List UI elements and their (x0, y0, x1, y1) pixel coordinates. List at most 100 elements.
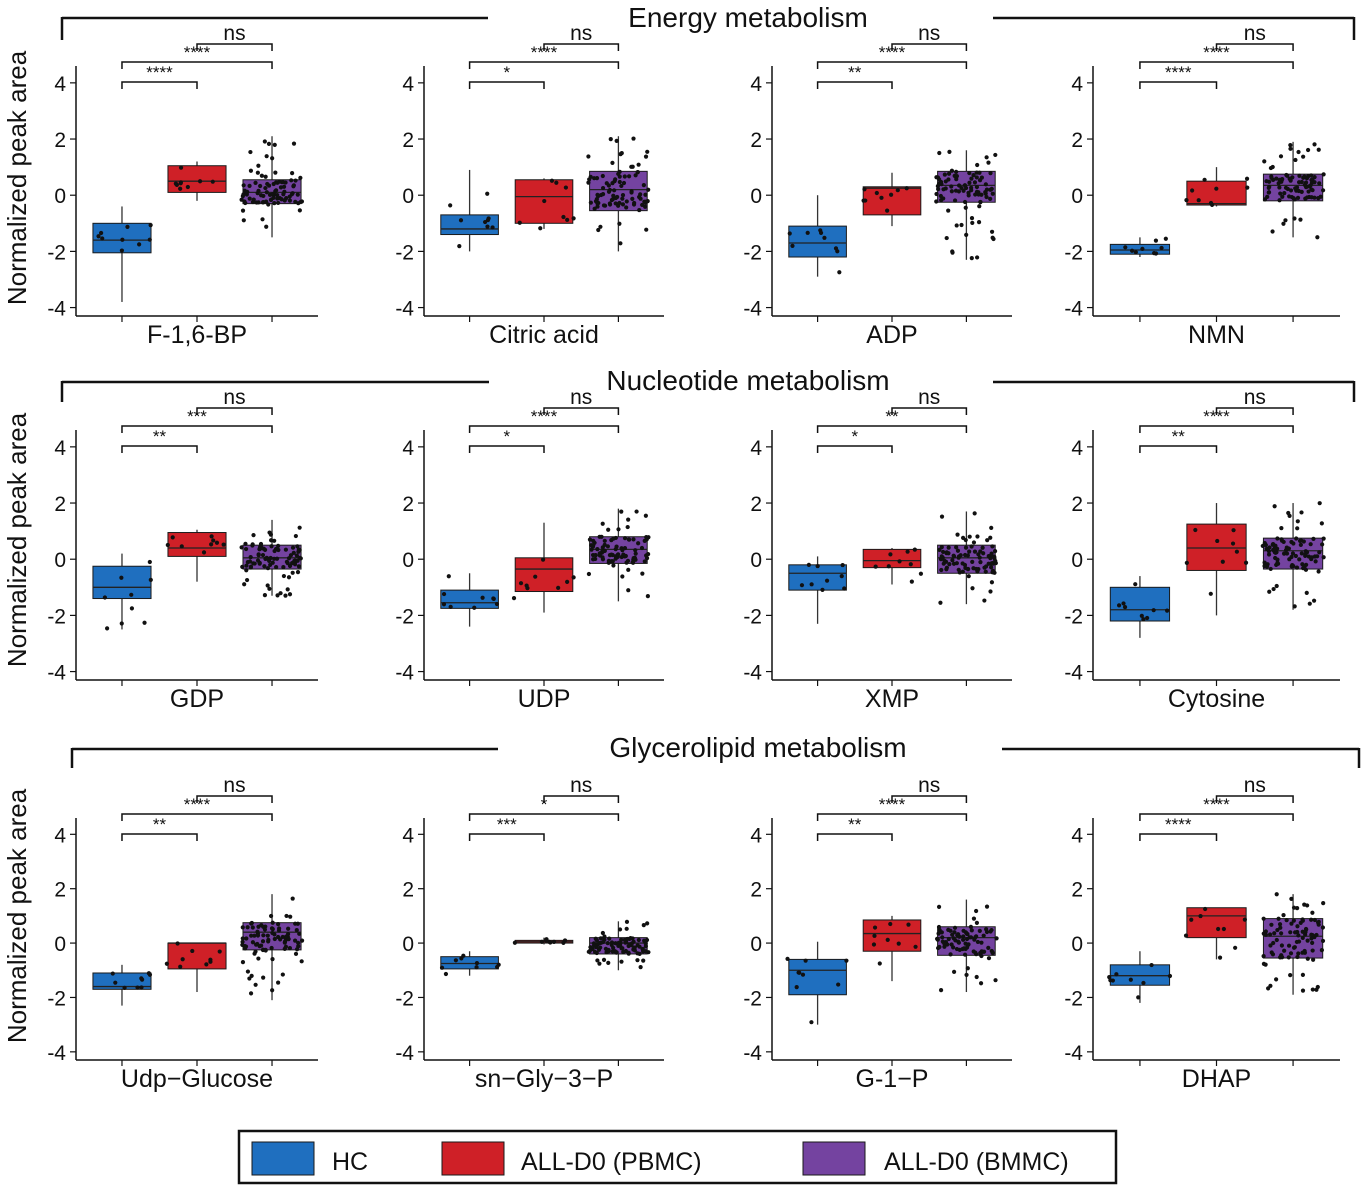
data-point (272, 201, 277, 206)
data-point (979, 175, 984, 180)
data-point (1189, 917, 1194, 922)
data-point (1310, 177, 1315, 182)
data-point (459, 956, 464, 961)
data-point (800, 972, 806, 977)
data-point (1133, 582, 1138, 587)
data-point (957, 947, 962, 952)
data-point (209, 542, 214, 547)
significance-label: ns (570, 774, 592, 797)
data-point (840, 562, 845, 568)
data-point (1305, 147, 1311, 153)
data-point (453, 958, 458, 963)
data-point (291, 550, 296, 555)
data-point (1198, 913, 1203, 919)
data-point (586, 154, 591, 159)
data-point (785, 956, 790, 961)
data-point (625, 936, 630, 942)
data-point (286, 937, 291, 942)
data-point (289, 561, 295, 566)
data-point (975, 534, 980, 539)
data-point (295, 570, 301, 575)
data-point (100, 236, 105, 241)
data-point (939, 930, 944, 935)
data-point (1291, 541, 1296, 546)
significance-bracket (816, 813, 968, 821)
data-point (533, 574, 538, 579)
data-point (790, 243, 795, 248)
data-point (1231, 528, 1236, 533)
data-point (973, 192, 978, 197)
data-point (606, 527, 611, 532)
significance-label: **** (184, 43, 211, 62)
data-point (862, 187, 867, 192)
data-point (964, 232, 969, 237)
data-point (606, 183, 611, 188)
data-point (268, 913, 274, 919)
y-tick-label: 4 (750, 824, 762, 847)
data-point (295, 558, 300, 563)
data-point (1296, 188, 1301, 194)
data-point (799, 583, 805, 588)
data-point (594, 176, 600, 181)
data-point (290, 171, 295, 176)
data-point (511, 596, 517, 601)
data-point (936, 187, 941, 192)
data-point (1316, 919, 1321, 924)
y-tick-label: -2 (1064, 241, 1083, 264)
data-point (956, 940, 962, 945)
y-tick-label: 2 (402, 879, 414, 902)
data-point (1295, 519, 1300, 524)
data-point (293, 533, 298, 539)
data-point (897, 559, 902, 564)
data-point (1308, 183, 1313, 188)
data-point (1136, 995, 1141, 1000)
data-point (482, 219, 488, 225)
data-point (596, 947, 602, 952)
data-point (1302, 948, 1307, 954)
data-point (888, 552, 893, 557)
data-point (988, 196, 993, 201)
data-point (262, 139, 267, 144)
data-point (480, 595, 485, 600)
y-tick-label: 0 (54, 185, 66, 208)
data-point (240, 208, 246, 213)
significance-label: ** (153, 427, 167, 446)
data-point (974, 920, 980, 926)
data-point (1310, 910, 1315, 915)
data-point (565, 579, 570, 584)
data-point (1293, 930, 1298, 935)
data-point (968, 924, 974, 929)
data-point (1316, 196, 1321, 201)
significance-bracket (1139, 61, 1294, 69)
data-point (955, 532, 960, 537)
data-point (1305, 938, 1310, 943)
data-point (601, 939, 606, 945)
data-point (277, 179, 282, 184)
data-point (185, 184, 190, 190)
data-point (963, 537, 968, 543)
data-point (439, 965, 445, 970)
data-point (1277, 185, 1282, 190)
data-point (913, 944, 918, 949)
data-point (245, 969, 251, 974)
significance-bracket (1215, 407, 1294, 415)
section-header-nucleotide: Nucleotide metabolism (60, 365, 1356, 402)
data-point (888, 921, 893, 927)
data-point (972, 549, 978, 554)
data-point (631, 202, 637, 207)
data-point (295, 544, 300, 549)
data-point (949, 168, 955, 173)
data-point (600, 521, 605, 526)
data-point (1300, 935, 1305, 941)
section-title: Energy metabolism (628, 2, 868, 33)
data-point (263, 947, 268, 952)
data-point (871, 942, 877, 947)
data-point (949, 189, 954, 194)
x-axis-label: Udp−Glucose (121, 1065, 273, 1093)
data-point (937, 547, 942, 552)
data-point (966, 574, 971, 579)
data-point (611, 193, 616, 198)
significance-label: ns (223, 774, 245, 797)
